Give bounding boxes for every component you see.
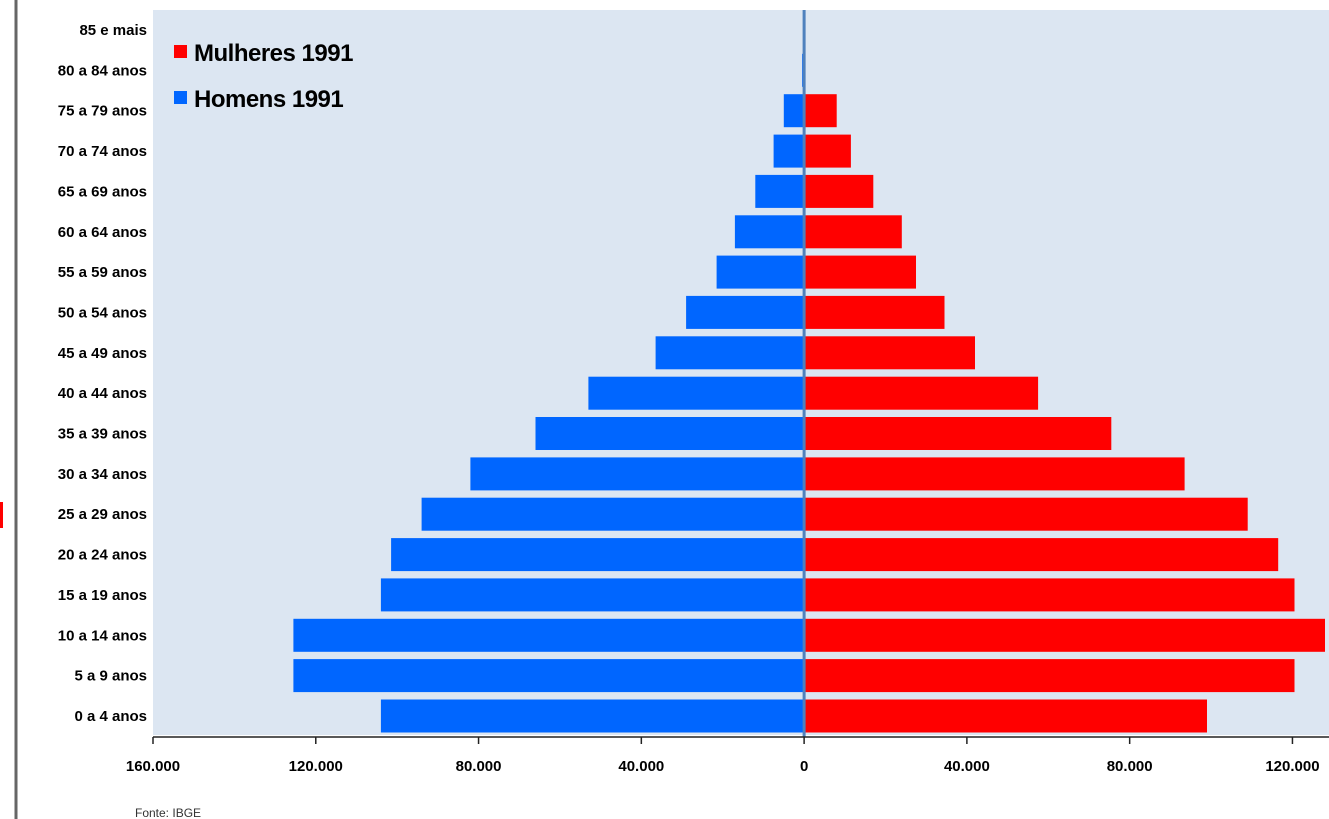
male-bar xyxy=(293,659,805,693)
male-bar xyxy=(588,376,805,410)
y-tick-label: 85 e mais xyxy=(79,22,147,39)
plot-area xyxy=(153,10,1329,735)
male-bar xyxy=(716,255,805,289)
female-bar xyxy=(804,94,837,128)
y-tick-label: 70 a 74 anos xyxy=(58,143,147,160)
legend-label: Mulheres 1991 xyxy=(194,40,353,67)
x-tick-label: 120.000 xyxy=(289,758,343,775)
x-tick-label: 160.000 xyxy=(126,758,180,775)
bars-group xyxy=(293,53,1325,733)
male-bar xyxy=(293,618,805,652)
x-tick-label: 40.000 xyxy=(618,758,664,775)
female-bar xyxy=(804,255,916,289)
female-bar xyxy=(804,497,1248,531)
page-edge-mark xyxy=(0,502,3,528)
male-bar xyxy=(734,215,805,249)
x-tick-label: 0 xyxy=(800,758,808,775)
legend-swatch xyxy=(174,91,187,104)
male-bar xyxy=(655,336,805,370)
male-bar xyxy=(421,497,805,531)
male-bar xyxy=(380,578,805,612)
x-tick-label: 80.000 xyxy=(456,758,502,775)
y-tick-label: 40 a 44 anos xyxy=(58,385,147,402)
male-bar xyxy=(391,538,805,572)
female-bar xyxy=(804,578,1295,612)
x-axis-ticks: 160.000 120.000 80.000 40.000 0 40.000 80.000 1… xyxy=(126,737,1320,775)
y-tick-label: 15 a 19 anos xyxy=(58,587,147,604)
male-bar xyxy=(773,134,805,168)
y-tick-label: 5 a 9 anos xyxy=(74,668,147,685)
y-tick-label: 35 a 39 anos xyxy=(58,426,147,443)
y-tick-label: 60 a 64 anos xyxy=(58,224,147,241)
y-tick-label: 10 a 14 anos xyxy=(58,627,147,644)
source-note: Fonte: IBGE xyxy=(135,806,201,819)
female-bar xyxy=(804,618,1325,652)
legend-swatch xyxy=(174,45,187,58)
female-bar xyxy=(804,457,1185,491)
female-bar xyxy=(804,174,874,208)
female-bar xyxy=(804,417,1112,450)
y-tick-label: 25 a 29 anos xyxy=(58,506,147,523)
female-bar xyxy=(804,376,1039,410)
male-bar xyxy=(470,457,805,491)
y-tick-label: 30 a 34 anos xyxy=(58,466,147,483)
y-tick-label: 50 a 54 anos xyxy=(58,304,147,321)
male-bar xyxy=(686,295,805,329)
y-tick-label: 75 a 79 anos xyxy=(58,103,147,120)
x-tick-label: 120.000 xyxy=(1265,758,1319,775)
y-tick-label: 65 a 69 anos xyxy=(58,183,147,200)
male-bar xyxy=(380,699,805,733)
male-bar xyxy=(535,417,805,450)
legend: Mulheres 1991 Homens 1991 xyxy=(174,40,354,113)
female-bar xyxy=(804,538,1279,572)
female-bar xyxy=(804,215,902,249)
legend-label: Homens 1991 xyxy=(194,86,343,113)
female-bar xyxy=(804,659,1295,693)
x-tick-label: 80.000 xyxy=(1107,758,1153,775)
y-axis-labels: 85 e mais 80 a 84 anos 75 a 79 anos 70 a 74… xyxy=(58,22,147,725)
y-tick-label: 0 a 4 anos xyxy=(74,708,147,725)
y-tick-label: 20 a 24 anos xyxy=(58,547,147,564)
y-tick-label: 45 a 49 anos xyxy=(58,345,147,362)
y-tick-label: 80 a 84 anos xyxy=(58,62,147,79)
male-bar xyxy=(755,174,805,208)
female-bar xyxy=(804,134,851,168)
x-tick-label: 40.000 xyxy=(944,758,990,775)
y-tick-label: 55 a 59 anos xyxy=(58,264,147,281)
female-bar xyxy=(804,336,975,370)
female-bar xyxy=(804,295,945,329)
male-bar xyxy=(783,94,805,128)
female-bar xyxy=(804,699,1207,733)
